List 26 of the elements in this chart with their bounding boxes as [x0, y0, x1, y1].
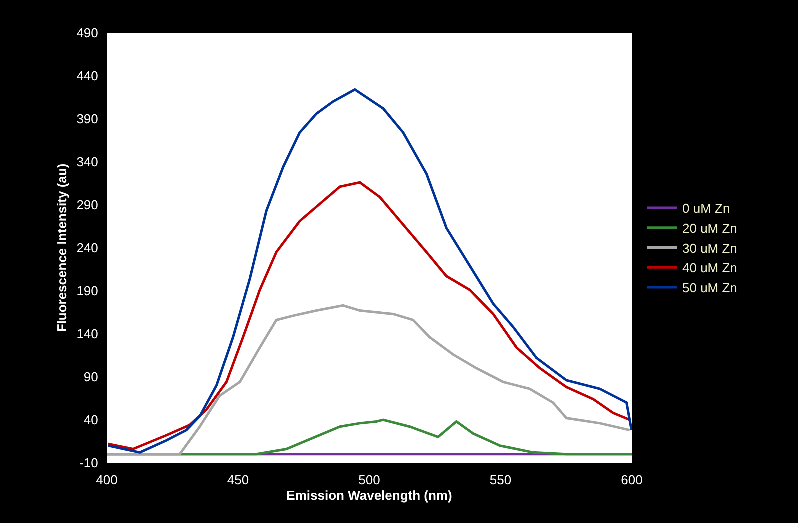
y-tick-label: 190	[76, 284, 98, 299]
line-series	[107, 88, 632, 454]
y-tick-label: 240	[76, 240, 98, 256]
x-tick-label: 450	[227, 472, 250, 488]
x-axis-title: Emission Wavelength (nm)	[286, 488, 452, 504]
y-tick-label: -10	[80, 456, 98, 471]
y-tick-label: 140	[76, 326, 98, 342]
y-tick-label: 440	[76, 68, 98, 84]
x-tick-label: 550	[490, 472, 512, 488]
y-tick-label: 90	[84, 370, 98, 385]
y-tick-label: 290	[76, 198, 98, 213]
y-tick-label: 490	[76, 26, 98, 41]
line-series	[107, 181, 632, 450]
legend-label: 40 uM Zn	[682, 260, 738, 276]
y-axis-title: Fluorescence Intensity (au)	[54, 164, 70, 332]
line-series	[107, 304, 632, 456]
x-tick-label: 600	[621, 472, 643, 488]
legend-label: 0 uM Zn	[682, 201, 730, 216]
legend-label: 50 uM Zn	[682, 280, 738, 296]
y-tick-label: 390	[76, 112, 98, 127]
legend-label: 30 uM Zn	[682, 240, 738, 256]
x-tick-label: 500	[358, 472, 380, 488]
y-tick-label: 40	[84, 412, 98, 428]
legend-label: 20 uM Zn	[682, 220, 738, 236]
y-tick-label: 340	[76, 154, 98, 170]
x-tick-label: 400	[96, 472, 118, 488]
